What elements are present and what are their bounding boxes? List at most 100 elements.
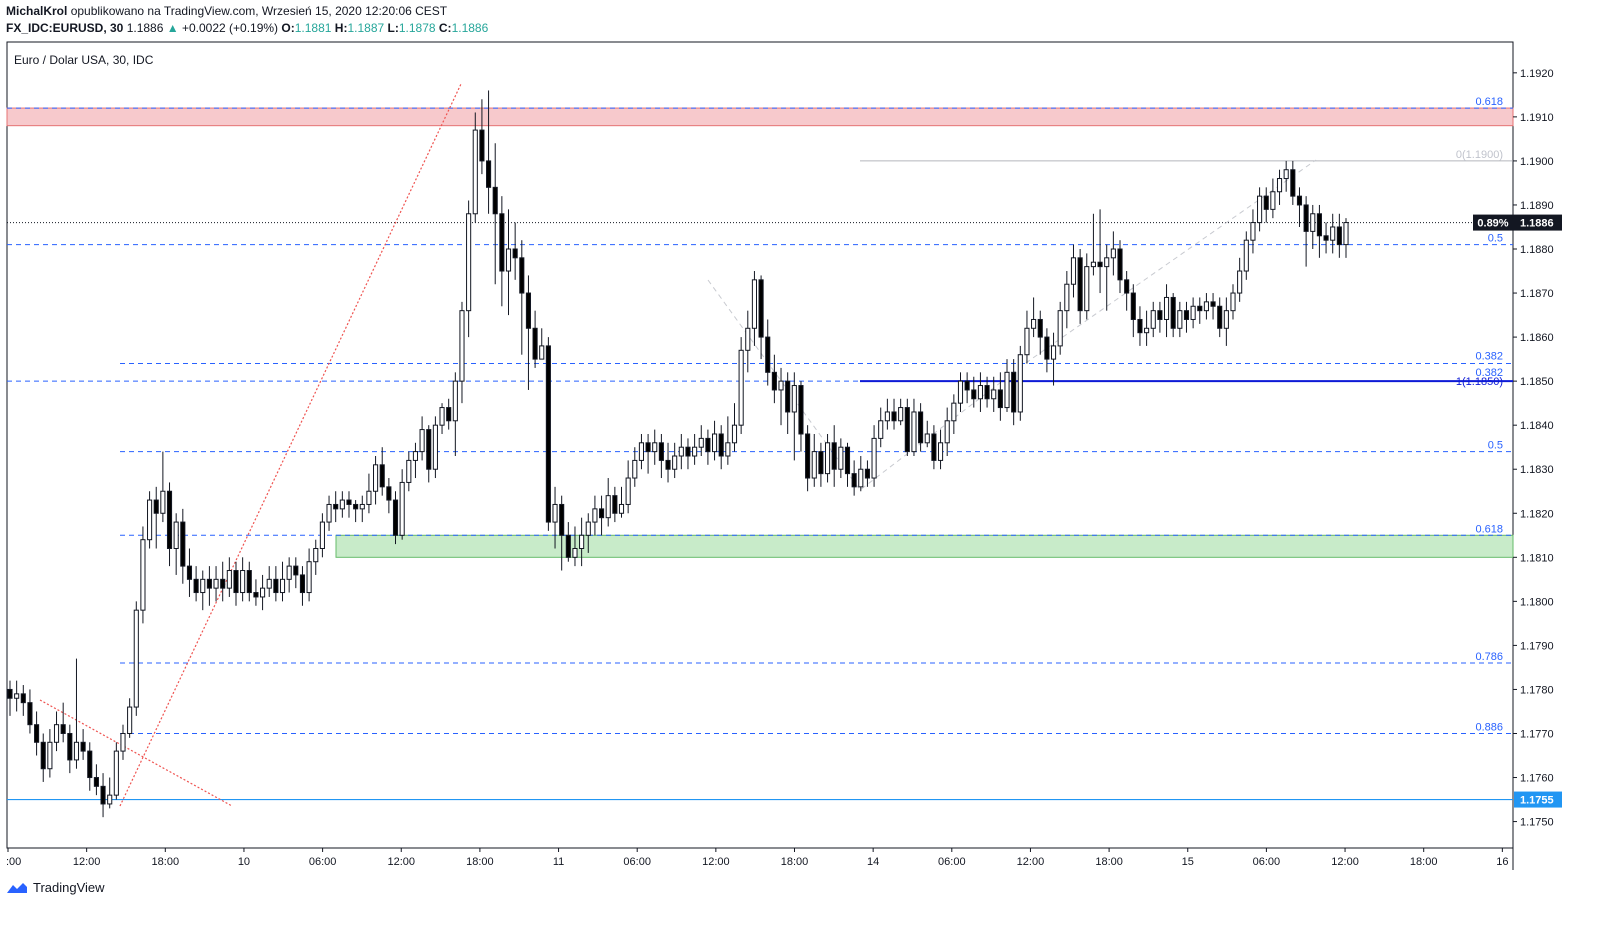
candle <box>858 456 864 492</box>
candle <box>1070 244 1077 298</box>
candle <box>871 425 877 487</box>
candle <box>1316 204 1322 258</box>
candle <box>1024 310 1030 364</box>
candle <box>472 112 478 223</box>
price-tick-label: 1.1840 <box>1520 420 1554 432</box>
price-tick-label: 1.1910 <box>1520 112 1554 124</box>
last-price-percent: 0.89% <box>1477 218 1508 230</box>
candle <box>1343 218 1349 258</box>
candle-body <box>951 402 957 422</box>
candle-body <box>931 433 937 461</box>
candle-body <box>545 345 551 523</box>
candle <box>333 491 339 523</box>
candle <box>1031 297 1037 338</box>
candle <box>791 372 797 461</box>
candle <box>612 486 618 523</box>
candle-body <box>466 213 472 312</box>
candle <box>67 724 73 774</box>
candle <box>1217 297 1223 338</box>
candle <box>286 557 292 593</box>
candle-body <box>326 503 332 523</box>
candle <box>818 442 824 487</box>
candle <box>1057 301 1063 355</box>
candle-body <box>1044 336 1050 360</box>
candle <box>153 486 159 549</box>
candle <box>1230 284 1236 320</box>
candle-body <box>745 327 751 351</box>
candle-body <box>871 437 877 479</box>
candle <box>1237 257 1243 302</box>
candle <box>652 429 658 465</box>
candle <box>93 764 99 796</box>
candle-body <box>1097 261 1103 268</box>
candle-body <box>751 279 757 329</box>
candle <box>379 447 385 496</box>
candle <box>1037 310 1043 355</box>
candle-body <box>645 442 651 453</box>
candle <box>107 777 113 809</box>
candle-body <box>1276 178 1283 193</box>
candle <box>293 557 299 589</box>
candle-body <box>193 578 199 594</box>
candle <box>1290 160 1296 205</box>
candle <box>186 548 193 597</box>
candle-body <box>718 433 724 457</box>
candle <box>997 372 1003 421</box>
candle-body <box>107 794 113 805</box>
candle <box>937 429 944 470</box>
candle <box>452 372 458 457</box>
candle <box>765 319 771 386</box>
candle <box>426 425 432 483</box>
candle-body <box>864 468 870 479</box>
price-tick-label: 1.1820 <box>1520 508 1554 520</box>
candle <box>173 513 179 575</box>
candle-body <box>166 490 173 550</box>
candle <box>486 90 492 214</box>
candle-body <box>260 587 266 598</box>
candle-body <box>173 521 179 550</box>
candle-body <box>1011 371 1017 413</box>
last-price-badge <box>1514 214 1562 231</box>
candle-body <box>200 578 206 594</box>
time-tick-label: 16 <box>1496 856 1508 868</box>
candle-body <box>1130 292 1136 320</box>
candle-body <box>499 213 505 272</box>
candle-body <box>605 495 611 519</box>
candle <box>645 433 651 474</box>
candle-body <box>731 424 738 444</box>
candle <box>692 433 698 465</box>
footer-brand[interactable]: TradingView <box>33 880 105 895</box>
candle <box>658 433 664 479</box>
author-name[interactable]: MichalKrol <box>6 4 68 18</box>
candle-body <box>1183 310 1190 320</box>
candle-body <box>1090 261 1096 268</box>
candle-body <box>100 785 106 805</box>
candle <box>373 456 379 505</box>
tradingview-logo-icon <box>7 882 27 893</box>
candle-body <box>1197 305 1203 312</box>
candle-body <box>392 499 399 536</box>
candle <box>758 275 764 360</box>
candle <box>34 711 40 756</box>
candle <box>1064 271 1070 329</box>
candle <box>944 407 950 457</box>
candle-body <box>186 565 193 580</box>
candle <box>339 491 345 518</box>
candle-body <box>1084 266 1090 312</box>
candle <box>1137 306 1143 346</box>
candle-body <box>60 724 66 734</box>
candle <box>213 566 219 602</box>
time-tick-label: 12:00 <box>1331 856 1359 868</box>
candle-body <box>446 407 452 422</box>
candle-body <box>113 750 119 796</box>
candle-body <box>964 380 970 391</box>
footer: TradingView <box>6 880 105 895</box>
candle <box>771 354 777 404</box>
candle <box>984 376 990 408</box>
candle <box>326 495 332 531</box>
fib-level-label: 0.786 <box>1475 651 1503 663</box>
candle <box>605 478 611 527</box>
candle-body <box>851 473 857 488</box>
candle <box>87 742 93 791</box>
